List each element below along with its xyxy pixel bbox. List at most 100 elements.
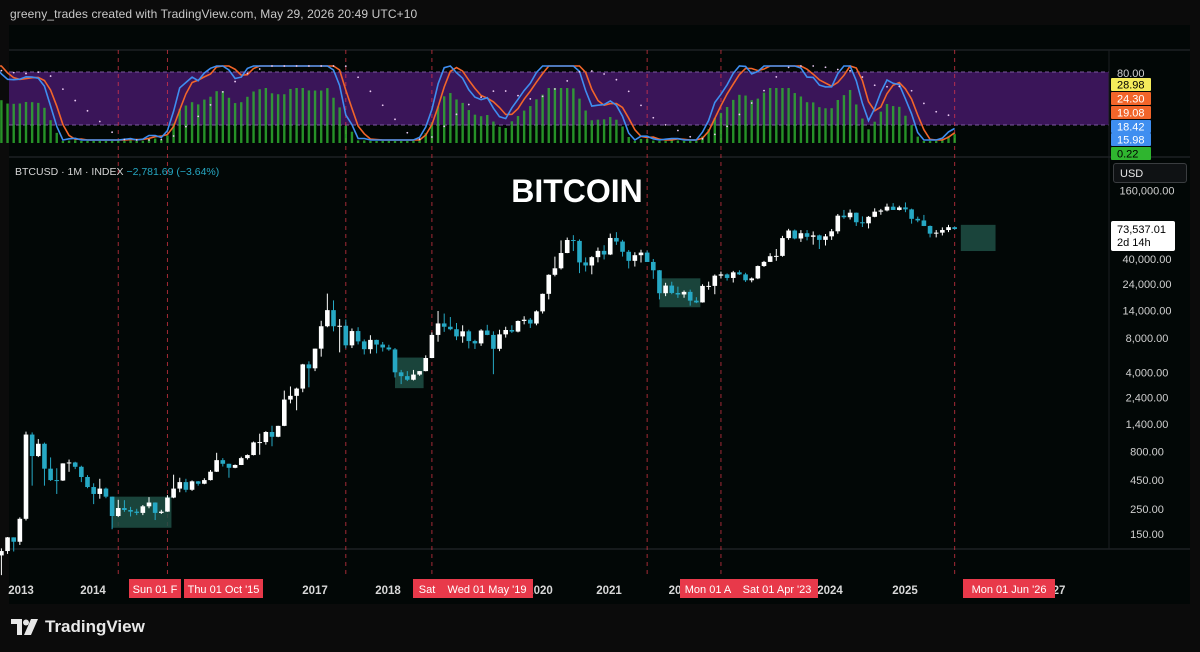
candle-body	[903, 207, 908, 210]
histogram-bar	[818, 107, 821, 143]
histogram-bar	[240, 102, 243, 143]
histogram-bar	[861, 118, 864, 143]
candle-body	[614, 237, 619, 242]
candle-body	[940, 230, 945, 233]
oscillator-value-tag	[1111, 92, 1151, 105]
signal-dot	[455, 113, 458, 116]
year-tick-label: 2025	[892, 585, 918, 597]
year-tick-label: 2013	[8, 585, 34, 597]
year-tick-label: 20	[669, 585, 682, 597]
candle-body	[435, 323, 441, 335]
candle-body	[890, 206, 896, 210]
signal-dot	[246, 72, 249, 75]
date-marker	[129, 579, 181, 598]
histogram-bar	[221, 91, 224, 143]
histogram-bar	[504, 127, 507, 143]
histogram-bar	[522, 110, 526, 143]
candle-body	[441, 323, 447, 327]
histogram-bar	[264, 88, 268, 143]
candle-body	[288, 395, 293, 400]
histogram-bar	[55, 132, 58, 143]
signal-dot	[406, 131, 409, 134]
price-tick-label: 14,000.00	[1123, 306, 1172, 318]
histogram-bar	[590, 120, 593, 143]
histogram-bar	[836, 99, 839, 143]
candle-body	[521, 319, 527, 321]
signal-dot	[308, 65, 310, 67]
candle-body	[786, 230, 791, 239]
histogram-bar	[578, 98, 581, 143]
candle-body	[681, 291, 687, 295]
histogram-bar	[529, 106, 532, 143]
candle-body	[552, 268, 558, 275]
signal-dot	[394, 118, 396, 121]
signal-dot	[332, 65, 335, 67]
candle-body	[368, 339, 373, 350]
candle-body	[927, 225, 933, 234]
histogram-bar	[935, 141, 938, 143]
histogram-bar	[399, 141, 403, 143]
histogram-bar	[664, 140, 667, 143]
histogram-bar	[24, 101, 28, 143]
signal-dot	[578, 70, 581, 73]
histogram-bar	[252, 91, 255, 143]
candle-body	[11, 537, 16, 542]
candle-body	[423, 358, 429, 372]
signal-dot	[701, 137, 704, 140]
histogram-bar	[473, 114, 477, 143]
histogram-bar	[184, 105, 188, 143]
histogram-bar	[338, 107, 341, 143]
histogram-bar	[307, 90, 311, 143]
histogram-bar	[719, 112, 723, 143]
currency-button[interactable]: USD	[1113, 163, 1187, 183]
oscillator-level-label: 80.00	[1117, 68, 1145, 80]
histogram-bar	[49, 120, 52, 143]
histogram-bar	[812, 102, 815, 143]
histogram-bar	[449, 93, 452, 143]
histogram-bar	[658, 141, 661, 143]
symbol-legend[interactable]: BTCUSD · 1M · INDEX −2,781.69 (−3.64%)	[15, 166, 219, 178]
histogram-bar	[356, 140, 360, 143]
histogram-bar	[393, 141, 397, 143]
candle-body	[497, 334, 502, 349]
signal-dot	[344, 65, 347, 67]
histogram-bar	[535, 99, 538, 143]
candle-body	[122, 508, 127, 511]
signal-dot	[652, 116, 655, 119]
candle-body	[109, 496, 115, 517]
signal-dot	[529, 98, 532, 100]
signal-dot	[886, 85, 888, 88]
candle-body	[226, 463, 232, 468]
histogram-bar	[885, 103, 889, 143]
signal-dot	[62, 88, 64, 90]
histogram-bar	[713, 117, 716, 143]
signal-dot	[873, 84, 876, 87]
oscillator-value-label: 24.30	[1117, 94, 1145, 106]
signal-dot	[492, 90, 495, 93]
histogram-bar	[781, 88, 784, 143]
candle-body	[669, 285, 675, 293]
histogram-bar	[455, 99, 458, 143]
time-axis: 2013 2014 2017 2018 2020 2021 20 2024 2025 27 Sun …	[8, 579, 1065, 598]
signal-dot	[86, 109, 89, 112]
histogram-bar	[160, 139, 163, 143]
signal-dot	[320, 65, 323, 67]
histogram-bar	[381, 141, 384, 143]
date-marker	[184, 579, 263, 598]
tradingview-logo[interactable]: TradingView	[11, 617, 145, 637]
candle-body	[595, 250, 601, 258]
histogram-bar	[295, 88, 298, 143]
histogram-bar	[0, 100, 3, 143]
price-tick-label: 800.00	[1130, 447, 1164, 459]
candle-body	[749, 278, 754, 281]
candle-body	[484, 330, 490, 335]
histogram-bar	[270, 93, 274, 143]
histogram-bar	[707, 129, 710, 143]
histogram-bar	[246, 96, 249, 143]
oscillator-value-tag	[1111, 120, 1151, 133]
histogram-bar	[80, 141, 83, 143]
histogram-bar	[117, 141, 120, 143]
signal-dot	[836, 68, 839, 71]
